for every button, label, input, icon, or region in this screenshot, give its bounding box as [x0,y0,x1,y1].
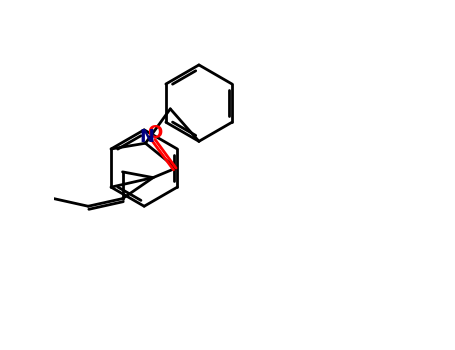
Text: N: N [139,128,154,146]
Text: O: O [147,124,162,142]
